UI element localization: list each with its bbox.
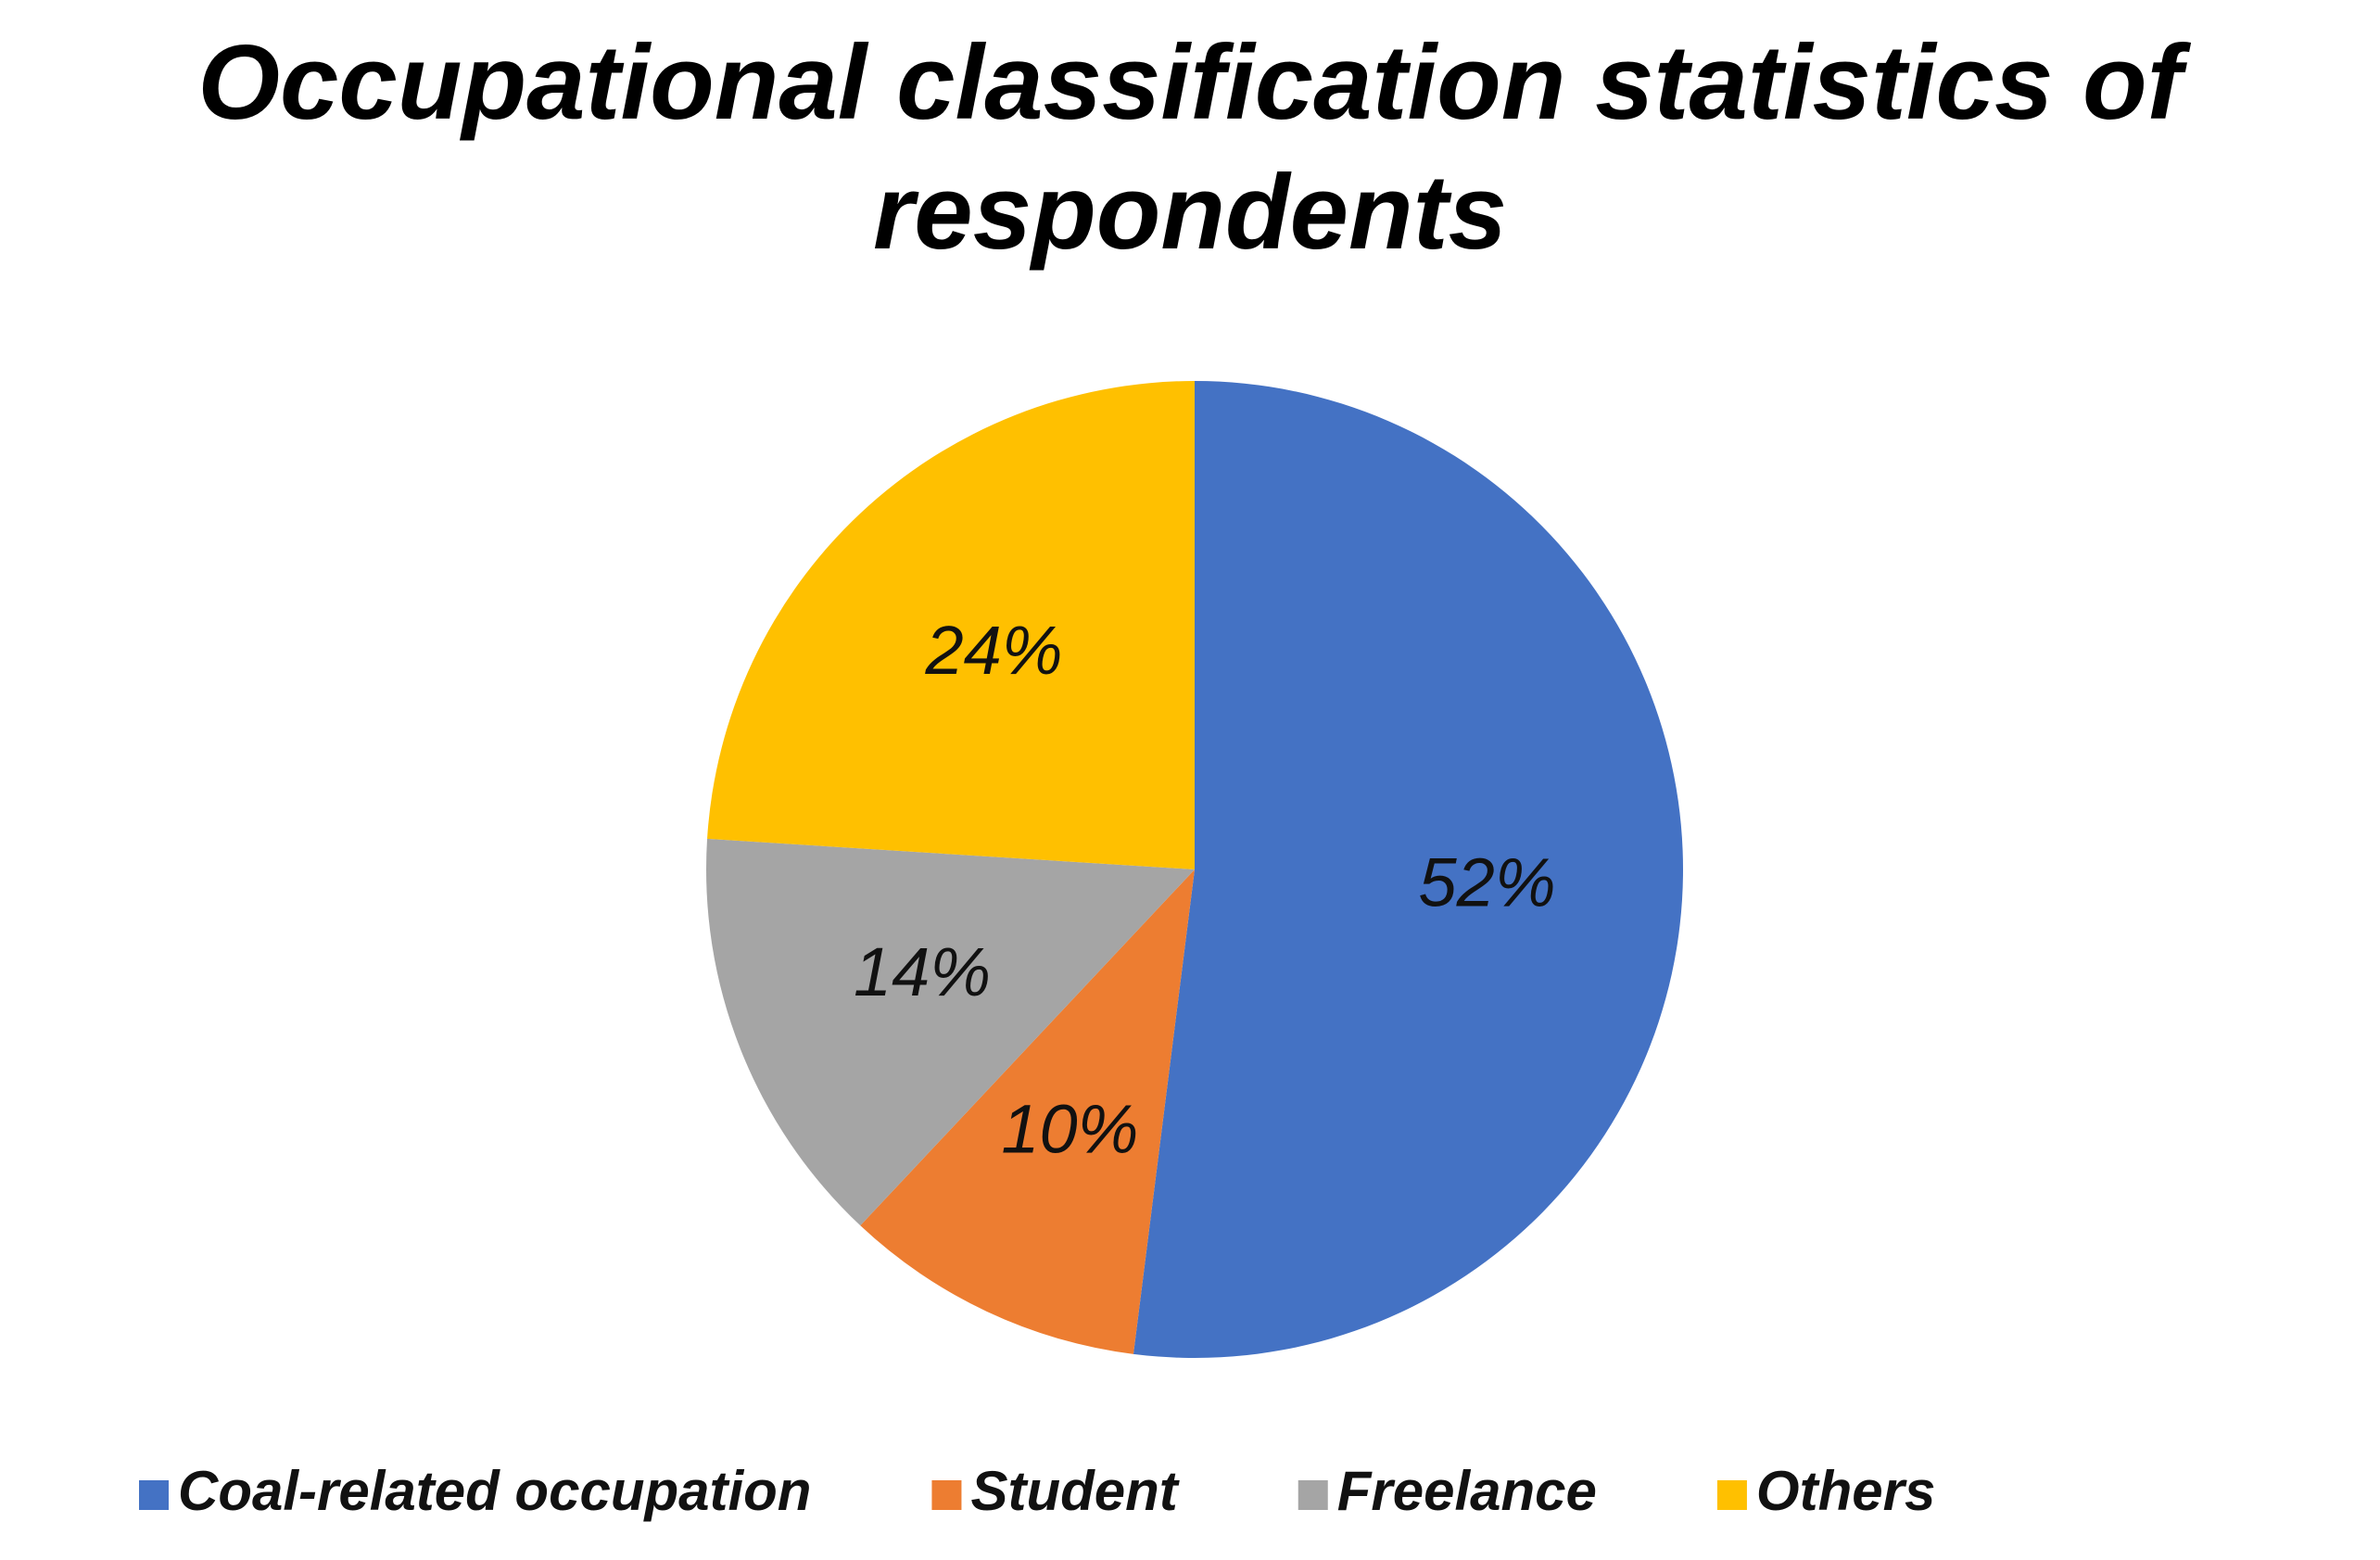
data-label: 14% <box>854 933 991 1010</box>
legend-label: Others <box>1756 1460 1935 1522</box>
data-label: 24% <box>924 612 1062 689</box>
pie-slice <box>860 869 1195 1354</box>
legend-swatch <box>931 1480 962 1510</box>
legend-label: Freelance <box>1337 1460 1597 1522</box>
pie-slice <box>707 381 1195 869</box>
legend-label: Coal-related occupation <box>178 1460 811 1522</box>
legend-label: Student <box>970 1460 1180 1522</box>
data-label: 10% <box>1001 1091 1138 1168</box>
chart-title: Occupational classification statistics o… <box>197 24 2183 272</box>
legend-swatch <box>1716 1480 1747 1510</box>
data-label: 52% <box>1419 843 1556 920</box>
legend-swatch <box>1298 1480 1328 1510</box>
pie-slice <box>706 838 1195 1226</box>
legend-swatch <box>139 1480 169 1510</box>
pie-slice <box>1133 381 1683 1358</box>
